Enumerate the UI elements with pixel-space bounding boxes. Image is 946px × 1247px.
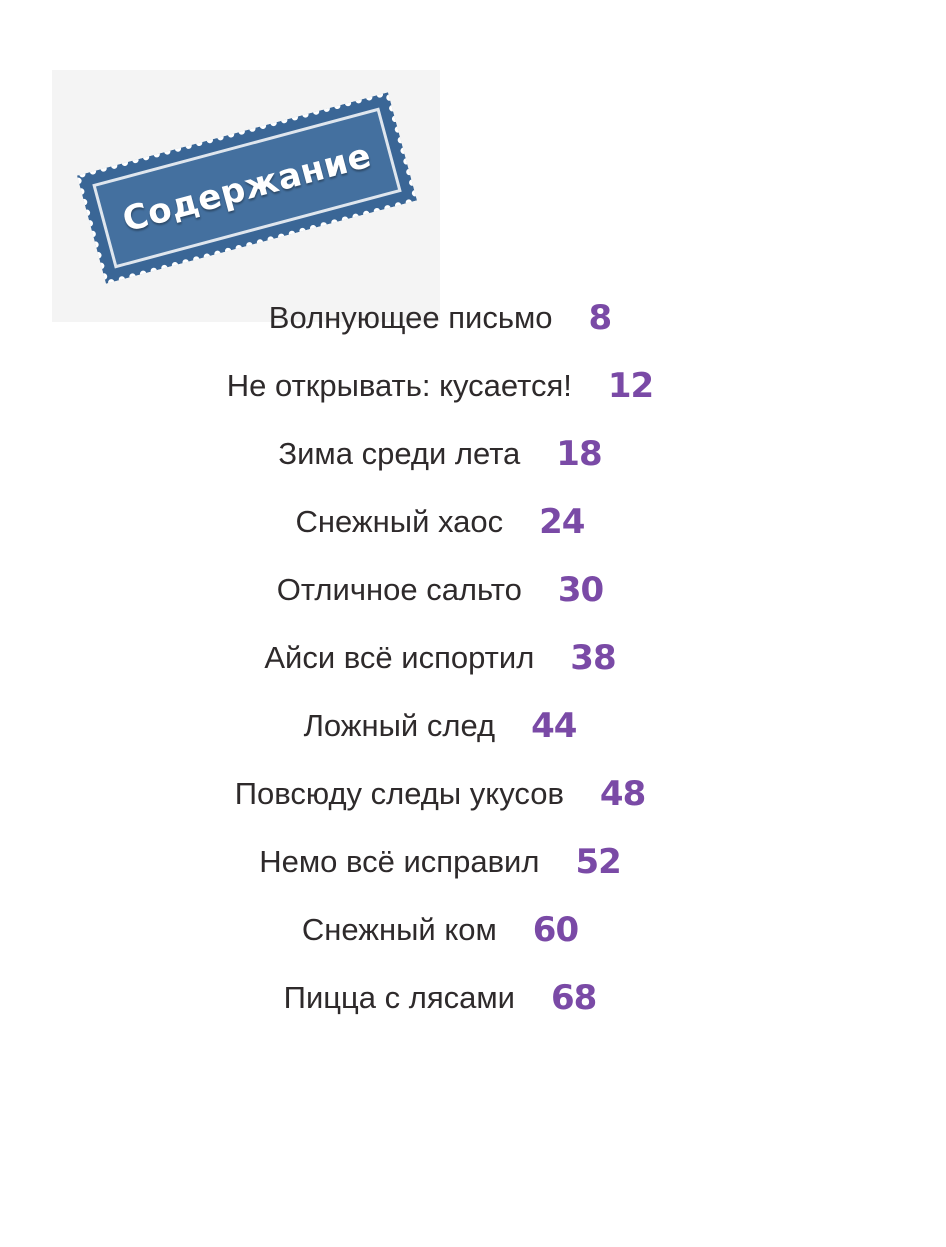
chapter-title: Снежный хаос bbox=[295, 504, 504, 539]
chapter-page: 60 bbox=[532, 910, 579, 950]
table-of-contents: Волнующее письмо 8 Не открывать: кусаетс… bbox=[0, 284, 880, 1032]
chapter-title: Отличное сальто bbox=[276, 572, 522, 607]
chapter-title: Айси всё испортил bbox=[264, 640, 535, 675]
chapter-page: 24 bbox=[539, 502, 585, 542]
toc-row[interactable]: Зима среди лета 18 bbox=[0, 420, 880, 488]
chapter-page: 48 bbox=[599, 774, 646, 814]
chapter-title: Зима среди лета bbox=[278, 436, 521, 471]
toc-row[interactable]: Снежный хаос 24 bbox=[0, 488, 880, 556]
chapter-page: 30 bbox=[557, 570, 604, 610]
toc-row[interactable]: Отличное сальто 30 bbox=[0, 556, 880, 624]
chapter-title: Пицца с лясами bbox=[283, 980, 515, 1015]
toc-row[interactable]: Пицца с лясами 68 bbox=[0, 964, 880, 1032]
chapter-title: Немо всё исправил bbox=[259, 844, 540, 879]
chapter-page: 52 bbox=[575, 842, 621, 882]
chapter-page: 68 bbox=[551, 978, 597, 1018]
toc-row[interactable]: Ложный след 44 bbox=[0, 692, 880, 760]
toc-row[interactable]: Немо всё исправил 52 bbox=[0, 828, 880, 896]
chapter-page: 8 bbox=[588, 298, 613, 338]
chapter-page: 12 bbox=[607, 366, 654, 406]
chapter-page: 44 bbox=[531, 706, 577, 746]
toc-row[interactable]: Снежный ком 60 bbox=[0, 896, 880, 964]
chapter-page: 18 bbox=[556, 434, 602, 474]
toc-row[interactable]: Айси всё испортил 38 bbox=[0, 624, 880, 692]
chapter-title: Волнующее письмо bbox=[268, 300, 553, 335]
toc-row[interactable]: Повсюду следы укусов 48 bbox=[0, 760, 880, 828]
toc-row[interactable]: Не открывать: кусается! 12 bbox=[0, 352, 880, 420]
chapter-title: Ложный след bbox=[303, 708, 496, 743]
chapter-title: Не открывать: кусается! bbox=[226, 368, 572, 403]
chapter-page: 38 bbox=[570, 638, 616, 678]
chapter-title: Повсюду следы укусов bbox=[234, 776, 564, 811]
toc-row[interactable]: Волнующее письмо 8 bbox=[0, 284, 880, 352]
chapter-title: Снежный ком bbox=[301, 912, 497, 947]
